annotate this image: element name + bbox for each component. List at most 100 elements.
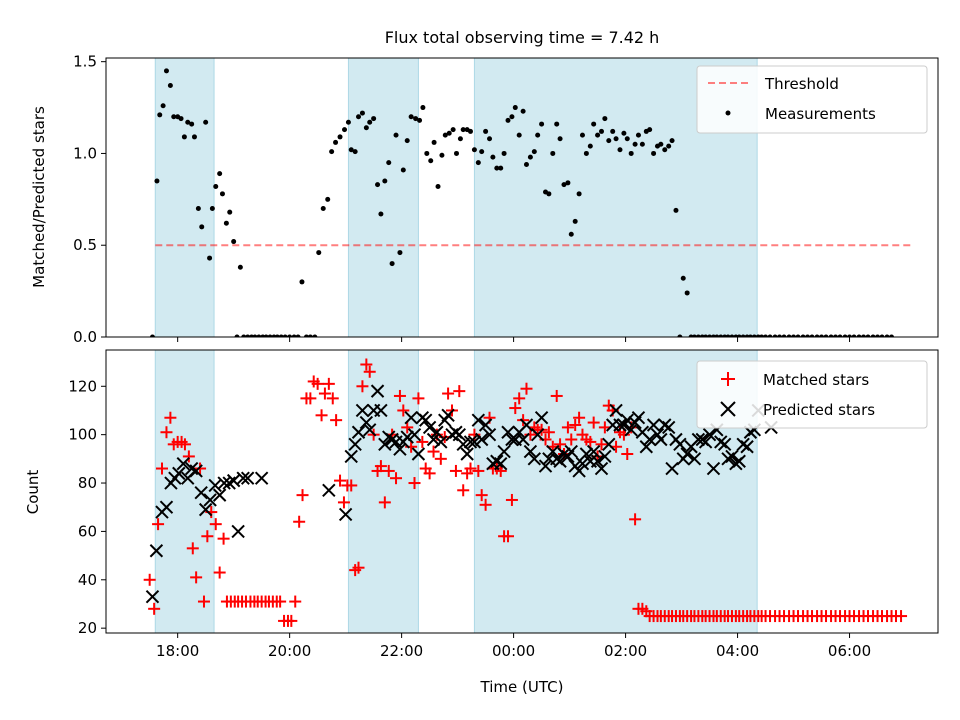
measurement-point bbox=[490, 154, 496, 160]
measurement-point bbox=[546, 191, 552, 197]
predicted-star-point bbox=[497, 444, 511, 459]
measurement-point bbox=[613, 136, 619, 142]
measurement-point bbox=[375, 182, 381, 188]
top-legend: Threshold Measurements bbox=[696, 65, 928, 134]
predicted-star-point bbox=[673, 437, 687, 452]
matched-star-point bbox=[155, 462, 168, 475]
predicted-star-point bbox=[736, 437, 750, 452]
measurement-point bbox=[520, 108, 526, 114]
matched-star-point bbox=[152, 518, 165, 531]
predicted-star-point bbox=[646, 418, 661, 432]
predicted-star-point bbox=[463, 435, 478, 449]
bottom-legend-box bbox=[696, 360, 928, 429]
matched-star-point bbox=[197, 595, 210, 608]
top-y-axis: 0.0 0.5 1.0 1.5 bbox=[73, 53, 106, 346]
measurement-point bbox=[523, 161, 529, 167]
measurement-point bbox=[666, 143, 672, 149]
chart-title: Flux total observing time = 7.42 h bbox=[385, 28, 660, 47]
measurement-point bbox=[579, 132, 585, 138]
matched-star-point bbox=[573, 411, 586, 424]
measurement-point bbox=[408, 114, 414, 120]
predicted-star-point bbox=[189, 464, 203, 478]
predicted-star-point bbox=[665, 461, 679, 476]
predicted-star-point bbox=[654, 432, 668, 447]
measurement-point bbox=[767, 334, 773, 337]
matched-star-point bbox=[194, 462, 207, 475]
measurement-point bbox=[397, 250, 403, 256]
measurement-point bbox=[763, 334, 769, 337]
predicted-star-point bbox=[231, 524, 245, 539]
matched-star-point bbox=[397, 404, 410, 417]
x-tick-label: 06:00 bbox=[828, 642, 871, 660]
measurement-point bbox=[199, 224, 205, 230]
predicted-star-point bbox=[557, 447, 571, 461]
predicted-star-point bbox=[538, 459, 553, 473]
measurement-point bbox=[345, 119, 351, 125]
measurement-point bbox=[378, 211, 384, 217]
predicted-star-point bbox=[530, 427, 545, 442]
measurement-point bbox=[658, 141, 664, 147]
x-tick-label: 00:00 bbox=[492, 642, 535, 660]
measurement-point bbox=[479, 149, 485, 155]
matched-star-point bbox=[520, 382, 533, 395]
measurement-point bbox=[494, 165, 500, 171]
measurement-point bbox=[505, 117, 511, 123]
measurement-point bbox=[587, 143, 593, 149]
measurement-point bbox=[420, 105, 426, 111]
measurement-point bbox=[348, 147, 354, 153]
predicted-star-point bbox=[198, 502, 213, 517]
legend-matched-label: Matched stars bbox=[763, 371, 869, 389]
predicted-star-point bbox=[149, 544, 164, 558]
measurement-point bbox=[800, 334, 806, 337]
predicted-star-point bbox=[176, 456, 190, 471]
matched-star-point bbox=[505, 493, 518, 506]
measurement-point bbox=[446, 130, 452, 136]
measurement-point bbox=[337, 134, 343, 140]
predicted-star-point bbox=[572, 464, 586, 478]
measurement-point bbox=[287, 334, 293, 337]
measurement-point bbox=[819, 334, 825, 337]
measurement-point bbox=[759, 334, 765, 337]
measurement-point bbox=[320, 206, 326, 212]
measurement-point bbox=[550, 150, 556, 156]
measurement-point bbox=[662, 147, 668, 153]
measurement-point bbox=[189, 121, 195, 127]
predicted-star-point bbox=[575, 456, 590, 471]
measurement-point bbox=[325, 196, 331, 202]
matched-star-point bbox=[304, 392, 317, 405]
matched-star-point bbox=[561, 421, 574, 434]
matched-star-point bbox=[524, 428, 537, 441]
measurement-point bbox=[207, 255, 213, 261]
predicted-star-point bbox=[378, 437, 392, 452]
top-legend-box bbox=[696, 65, 928, 134]
measurement-point bbox=[870, 334, 876, 337]
measurement-point bbox=[475, 160, 481, 166]
measurement-point bbox=[231, 239, 237, 245]
matched-star-point bbox=[190, 571, 203, 584]
measurement-point bbox=[635, 132, 641, 138]
predicted-star-point bbox=[434, 435, 448, 449]
matched-star-point bbox=[186, 542, 199, 555]
measurement-point bbox=[847, 334, 853, 337]
matched-star-point bbox=[182, 450, 195, 463]
measurement-point bbox=[195, 206, 201, 212]
measurement-point bbox=[274, 334, 280, 337]
top-axes-frame bbox=[105, 57, 939, 338]
x-tick-label: 20:00 bbox=[268, 642, 311, 660]
bottom-y-axis-label: Count bbox=[24, 470, 42, 515]
measurement-point bbox=[282, 334, 288, 337]
predicted-star-point bbox=[702, 427, 717, 442]
measurement-point bbox=[471, 147, 477, 153]
predicted-star-point bbox=[374, 403, 388, 418]
measurement-point bbox=[599, 128, 605, 134]
matched-star-point bbox=[213, 566, 226, 579]
matched-star-point bbox=[554, 438, 567, 451]
legend-predicted-swatch bbox=[720, 401, 736, 417]
y-tick-label: 1.5 bbox=[73, 53, 97, 71]
measurement-point bbox=[576, 191, 582, 197]
predicted-star-point bbox=[602, 437, 616, 452]
measurement-point bbox=[557, 136, 563, 142]
measurement-point bbox=[191, 134, 197, 140]
matched-star-point bbox=[565, 433, 578, 446]
matched-star-point bbox=[356, 380, 369, 393]
